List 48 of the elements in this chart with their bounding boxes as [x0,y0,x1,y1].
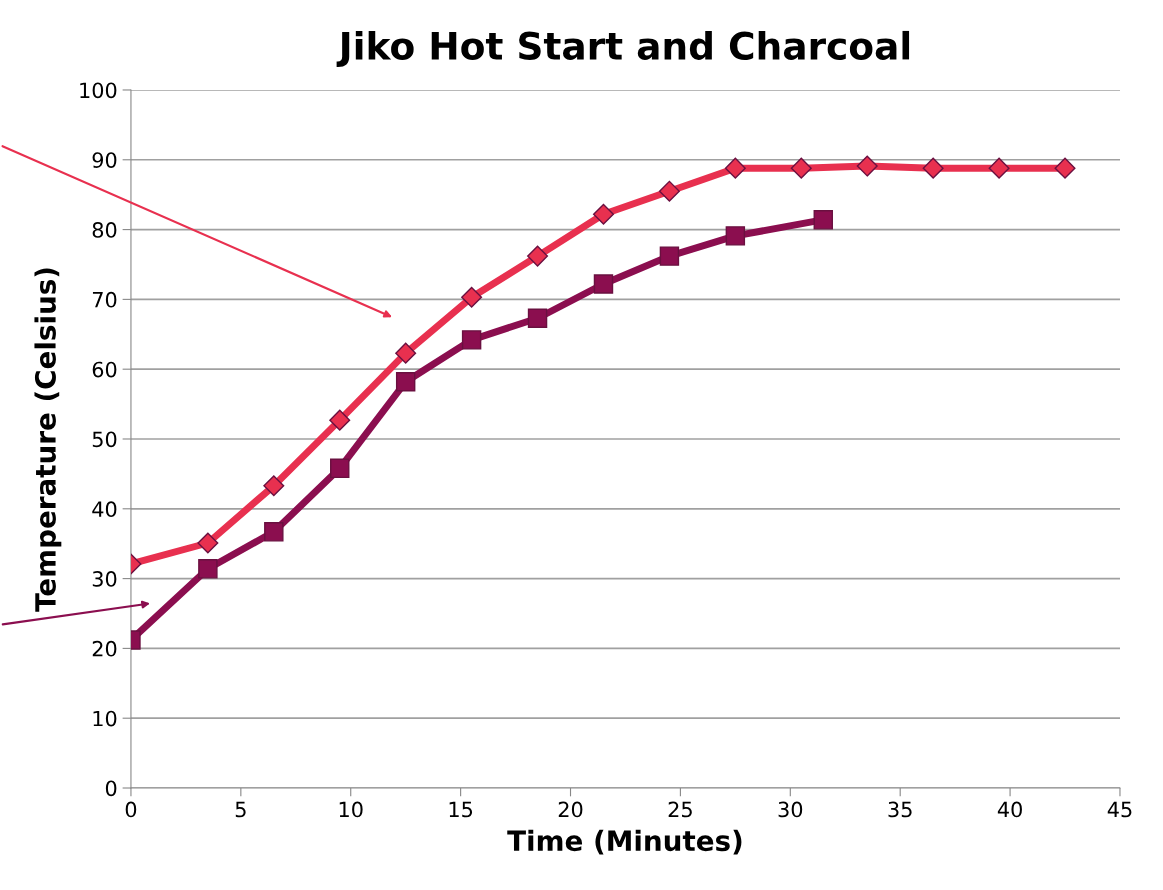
y-tick-label: 100 [80,82,117,99]
point [1054,157,1076,179]
x-tick-label: 10 [339,801,363,818]
point [527,245,549,267]
point [395,372,416,392]
x-tick-label: 25 [668,801,692,818]
point [593,274,614,294]
point [197,532,219,554]
point [264,522,284,542]
point [198,559,218,579]
y-tick-label: 90 [92,152,117,168]
y-tick-label: 0 [105,780,117,797]
y-tick-label: 30 [92,571,117,587]
x-tick-label: 40 [997,801,1022,818]
y-tick-label: 80 [92,222,117,238]
point [922,157,944,179]
x-tick-label: 15 [449,801,473,818]
y-tick-label: 10 [93,710,117,727]
point [813,210,833,230]
y-tick-label: 40 [92,501,117,518]
x-tick-label: 20 [558,801,583,818]
point [790,157,812,179]
point [395,342,417,364]
x-tick-label: 45 [1107,801,1132,818]
x-tick-label: 0 [125,801,137,818]
x-tick-label: 5 [235,801,246,818]
y-tick-label: 60 [92,361,117,378]
point [592,203,614,225]
x-axis-title: Time (Minutes) [507,829,742,855]
point [988,157,1010,179]
point [263,475,285,497]
chart-title: Jiko Hot Start and Charcoal [336,30,910,67]
y-tick-label: 70 [92,291,117,308]
y-tick-label: 50 [92,431,117,448]
point [856,155,878,177]
point [725,226,746,246]
point [330,458,350,479]
y-tick-label: 20 [92,640,117,657]
y-axis-title: Temperature (Celsius) [34,268,62,612]
point [527,308,548,328]
point [461,286,483,308]
point [461,330,482,350]
point [724,157,746,179]
point [658,180,680,202]
point [329,409,351,431]
x-tick-label: 35 [888,801,912,818]
point [659,246,680,266]
x-tick-label: 30 [778,801,803,818]
